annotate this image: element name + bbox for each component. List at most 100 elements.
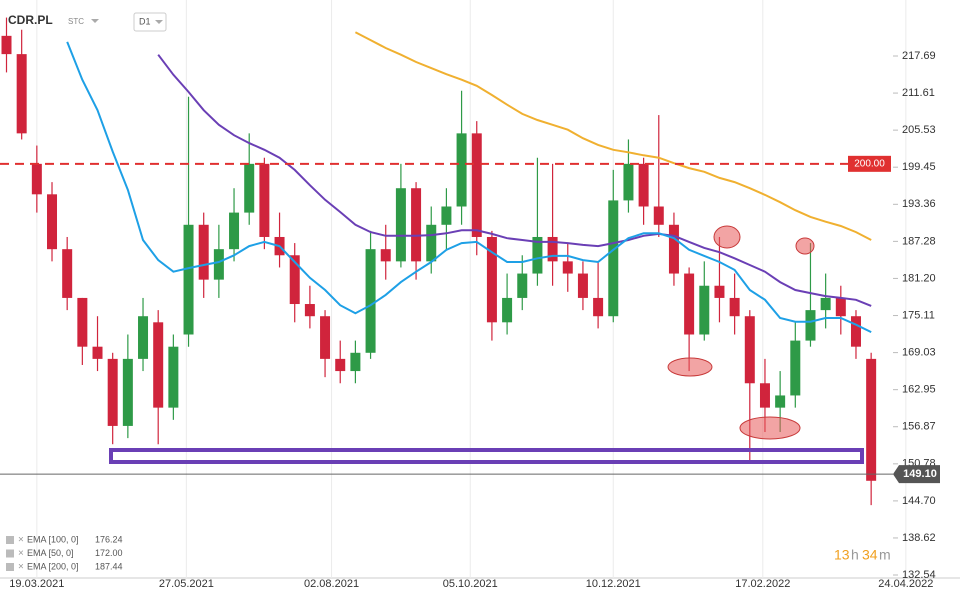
x-tick-label: 10.12.2021 xyxy=(586,578,641,590)
y-tick-label: 199.45 xyxy=(902,161,936,173)
candle-body xyxy=(365,249,376,353)
legend-icon xyxy=(6,536,14,544)
x-tick-label: 19.03.2021 xyxy=(9,578,64,590)
y-tick-label: 169.03 xyxy=(902,347,936,359)
y-tick-label: 175.11 xyxy=(902,309,935,321)
candle-body xyxy=(31,163,42,195)
legend-remove: × xyxy=(18,535,24,546)
legend-value: 176.24 xyxy=(95,534,123,544)
candle-body xyxy=(350,352,361,372)
x-tick-label: 17.02.2022 xyxy=(735,578,790,590)
candle-body xyxy=(744,316,755,384)
candle-body xyxy=(547,236,558,262)
candle-body xyxy=(562,261,573,274)
y-tick-label: 156.87 xyxy=(902,421,936,433)
candle-body xyxy=(92,346,103,359)
y-tick-label: 144.70 xyxy=(902,495,936,507)
candle-body xyxy=(441,206,452,225)
legend-icon xyxy=(6,563,14,571)
candle-body xyxy=(289,255,300,305)
countdown-minutes-unit: m xyxy=(879,547,891,563)
legend: × EMA [100, 0] 176.24× EMA [50, 0] 172.00× EM… xyxy=(6,534,123,573)
candle-body xyxy=(320,316,331,359)
highlight-ellipse xyxy=(713,225,741,249)
candle-body xyxy=(486,236,497,323)
ema-line xyxy=(354,31,872,241)
highlight-ellipse xyxy=(739,416,801,440)
highlight-ellipse xyxy=(795,237,815,255)
support-zone xyxy=(109,448,864,464)
y-tick-label: 205.53 xyxy=(902,124,936,136)
x-tick-label: 05.10.2021 xyxy=(443,578,498,590)
countdown: 13 h 34 m xyxy=(834,547,891,563)
candle-body xyxy=(122,358,133,426)
candle-body xyxy=(229,212,240,250)
y-tick-label: 162.95 xyxy=(902,384,936,396)
y-tick-label: 217.69 xyxy=(902,50,936,62)
y-tick-label: 211.61 xyxy=(902,87,935,99)
dropdown-arrow xyxy=(155,20,163,24)
candle-body xyxy=(107,358,118,426)
legend-value: 172.00 xyxy=(95,548,123,558)
candle-body xyxy=(820,297,831,311)
candle-body xyxy=(411,188,422,262)
y-tick-label: 193.36 xyxy=(902,198,936,210)
candle-body xyxy=(866,358,877,481)
y-tick-label: 181.20 xyxy=(902,272,936,284)
y-tick-label: 138.62 xyxy=(902,532,936,544)
candle-body xyxy=(395,188,406,262)
candle-body xyxy=(213,249,224,280)
candle-body xyxy=(456,133,467,207)
last-price-label: 149.10 xyxy=(903,468,937,480)
candle-body xyxy=(502,297,513,323)
candle-body xyxy=(244,163,255,213)
candle-body xyxy=(729,297,740,317)
symbol: CDR.PL xyxy=(8,13,53,27)
countdown-minutes: 34 xyxy=(862,547,878,563)
candle-body xyxy=(684,273,695,335)
candle-body xyxy=(805,310,816,341)
interval-box[interactable] xyxy=(133,12,167,32)
candle-body xyxy=(183,224,194,335)
legend-label: EMA [200, 0] xyxy=(27,561,79,571)
candle-body xyxy=(168,346,179,408)
y-tick-label: 187.28 xyxy=(902,235,936,247)
y-tick-label: 132.54 xyxy=(902,569,936,581)
legend-label: EMA [50, 0] xyxy=(27,548,74,558)
candle-body xyxy=(138,316,149,359)
candle-body xyxy=(532,236,543,274)
ema-line xyxy=(66,41,872,333)
candle-body xyxy=(198,224,209,280)
x-tick-label: 02.08.2021 xyxy=(304,578,359,590)
legend-remove: × xyxy=(18,548,24,559)
candle-body xyxy=(304,304,315,317)
candle-body xyxy=(77,297,88,347)
countdown-hours-unit: h xyxy=(851,547,859,563)
candle-body xyxy=(153,322,164,408)
level-label-box xyxy=(848,155,891,172)
candle-body xyxy=(608,200,619,317)
ema-line xyxy=(157,54,872,307)
candle-body xyxy=(775,395,786,408)
candle-body xyxy=(623,163,634,201)
candle-body xyxy=(16,54,27,134)
plot-area xyxy=(1,17,877,506)
candle-body xyxy=(850,316,861,347)
candle-body xyxy=(517,273,528,298)
candle-body xyxy=(1,35,12,55)
x-tick-label: 27.05.2021 xyxy=(159,578,214,590)
candle-body xyxy=(699,285,710,335)
candle-body xyxy=(668,224,679,274)
legend-remove: × xyxy=(18,562,24,573)
candle-body xyxy=(471,133,482,237)
candle-body xyxy=(759,383,770,408)
candle-body xyxy=(653,206,664,225)
candle-body xyxy=(335,358,346,372)
candle-body xyxy=(593,297,604,317)
legend-icon xyxy=(6,549,14,558)
legend-value: 187.44 xyxy=(95,561,123,571)
legend-label: EMA [100, 0] xyxy=(27,534,79,544)
candle-body xyxy=(577,273,588,298)
interval: D1 xyxy=(139,16,151,26)
source[interactable]: STC xyxy=(68,17,84,26)
